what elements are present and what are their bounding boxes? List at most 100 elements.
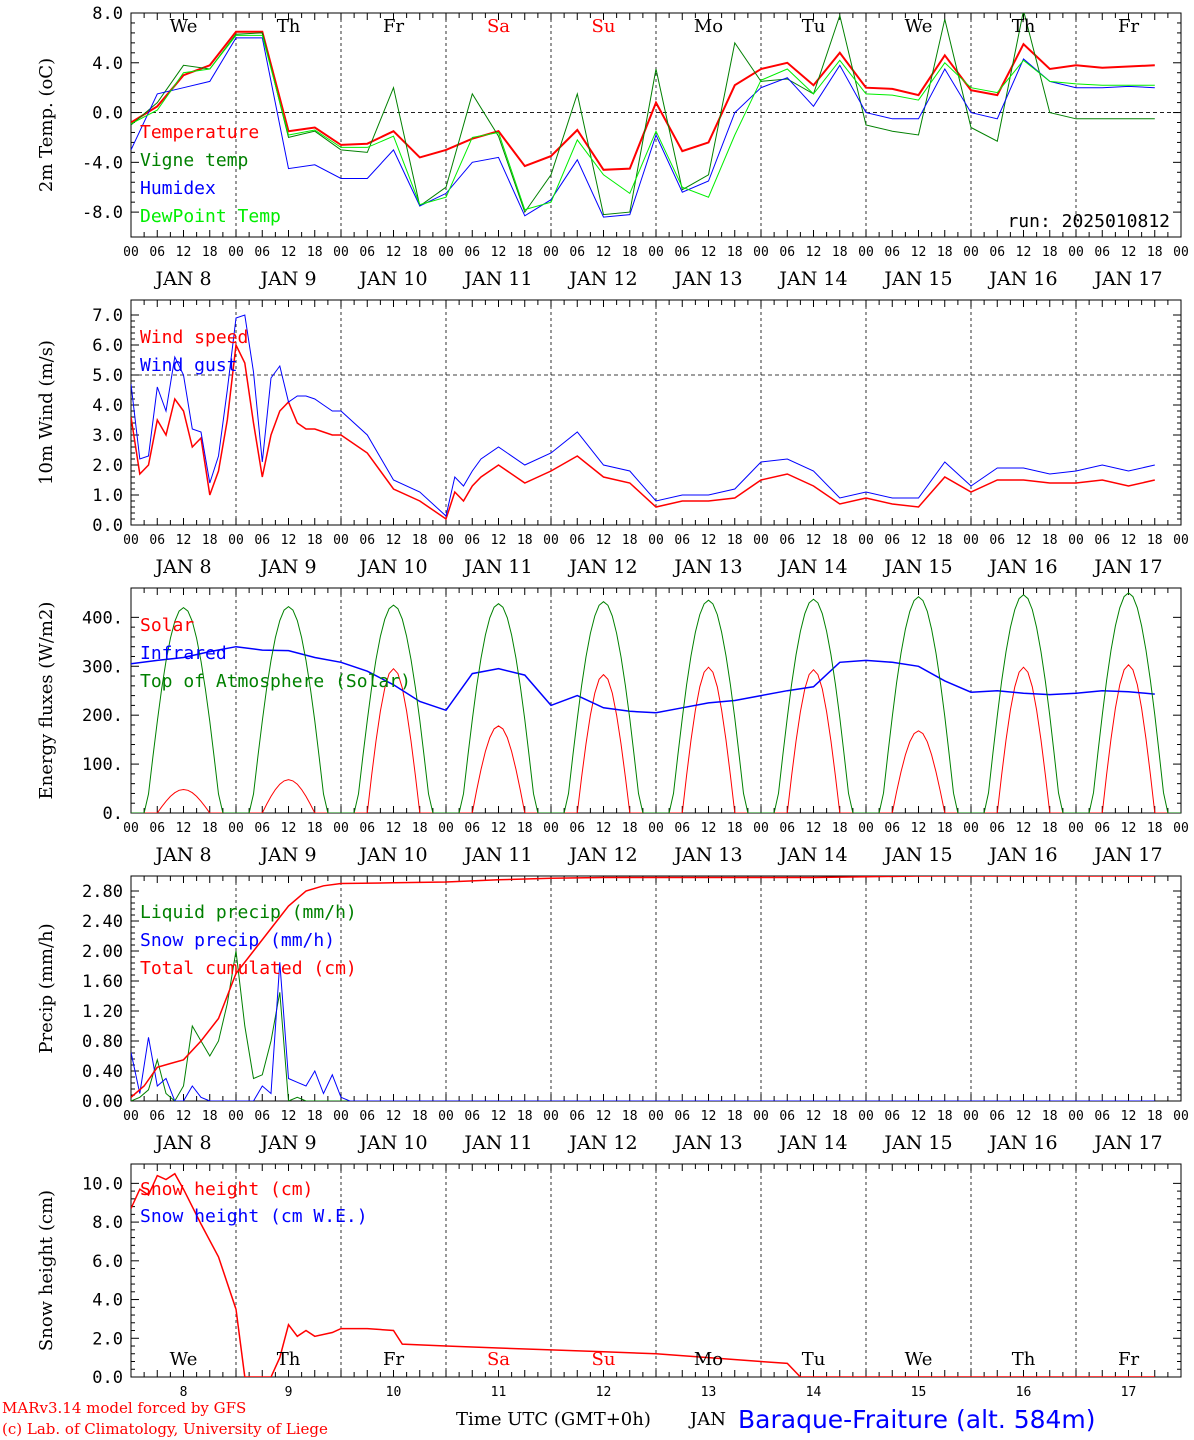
hour-tick-label: 00 — [123, 1109, 139, 1124]
weekday-label: Fr — [383, 16, 404, 37]
hour-tick-label: 18 — [832, 245, 848, 260]
weekday-label: Th — [1012, 1349, 1036, 1370]
hour-tick-label: 12 — [596, 1109, 612, 1124]
hour-tick-label: 12 — [281, 821, 297, 836]
weekday-label: We — [170, 1349, 198, 1370]
hour-tick-label: 00 — [543, 245, 559, 260]
date-label: JAN 9 — [258, 844, 316, 866]
y-tick-label: 0. — [103, 804, 123, 824]
hour-tick-label: 00 — [1173, 821, 1189, 836]
legend-entry: Wind gust — [140, 355, 238, 376]
y-tick-label: 100. — [82, 755, 123, 775]
hour-tick-label: 18 — [202, 533, 218, 548]
hour-tick-label: 12 — [806, 1109, 822, 1124]
hour-tick-label: 12 — [911, 1109, 927, 1124]
weekday-label: Th — [1012, 16, 1036, 37]
hour-tick-label: 06 — [359, 533, 375, 548]
hour-tick-label: 12 — [806, 533, 822, 548]
hour-tick-label: 18 — [412, 245, 428, 260]
hour-tick-label: 06 — [149, 245, 165, 260]
hour-tick-label: 18 — [937, 245, 953, 260]
hour-tick-label: 12 — [491, 245, 507, 260]
hour-tick-label: 00 — [1068, 245, 1084, 260]
hour-tick-label: 06 — [779, 821, 795, 836]
hour-tick-label: 12 — [1016, 1109, 1032, 1124]
hour-tick-label: 00 — [753, 1109, 769, 1124]
y-tick-label: 6.0 — [92, 1252, 123, 1272]
series-humidex — [131, 37, 1155, 218]
series-temperature — [131, 30, 1155, 171]
date-label: JAN 14 — [777, 1132, 847, 1154]
date-label: JAN 13 — [672, 1132, 742, 1154]
hour-tick-label: 18 — [412, 533, 428, 548]
y-axis-label: 10m Wind (m/s) — [36, 340, 57, 485]
day-number-label: 12 — [596, 1385, 612, 1400]
y-tick-label: 1.20 — [82, 1002, 123, 1022]
hour-tick-label: 12 — [1121, 245, 1137, 260]
date-label: JAN 16 — [987, 556, 1057, 578]
date-label: JAN 14 — [777, 844, 847, 866]
hour-tick-label: 00 — [333, 1109, 349, 1124]
hour-tick-label: 12 — [176, 245, 192, 260]
date-label: JAN 12 — [567, 1132, 637, 1154]
hour-tick-label: 00 — [753, 245, 769, 260]
chart-panel-5: 0.0 2.0 4.0 6.0 8.0 10.0 Snow height (cm) Snow … — [36, 1163, 1182, 1400]
hour-tick-label: 12 — [386, 245, 402, 260]
hour-tick-label: 18 — [727, 1109, 743, 1124]
hour-tick-label: 18 — [832, 533, 848, 548]
hour-tick-label: 00 — [543, 1109, 559, 1124]
y-tick-label: 10.0 — [82, 1174, 123, 1194]
hour-tick-label: 06 — [359, 1109, 375, 1124]
chart-panel-3: 0. 100. 200. 300. 400. Energy fluxes (W/m2) So… — [36, 587, 1189, 866]
hour-tick-label: 12 — [386, 821, 402, 836]
y-tick-label: 0.40 — [82, 1062, 123, 1082]
y-axis-label: 2m Temp. (oC) — [36, 58, 57, 192]
legend-entry: Snow height (cm W.E.) — [140, 1206, 368, 1227]
y-tick-label: 3.0 — [92, 426, 123, 446]
hour-tick-label: 00 — [858, 245, 874, 260]
y-tick-label: -8.0 — [82, 203, 123, 223]
y-tick-label: 0.00 — [82, 1092, 123, 1112]
hour-tick-label: 06 — [254, 245, 270, 260]
hour-tick-label: 06 — [674, 821, 690, 836]
y-tick-label: 2.40 — [82, 912, 123, 932]
series-wind-gust — [131, 314, 1155, 517]
hour-tick-label: 18 — [1042, 821, 1058, 836]
hour-tick-label: 06 — [674, 245, 690, 260]
legend-entry: Liquid precip (mm/h) — [140, 902, 357, 923]
date-label: JAN 15 — [882, 268, 952, 290]
weekday-label: Tu — [802, 16, 826, 37]
hour-tick-label: 12 — [596, 245, 612, 260]
hour-tick-label: 18 — [1147, 533, 1163, 548]
hour-tick-label: 00 — [1068, 533, 1084, 548]
day-number-label: 17 — [1121, 1385, 1137, 1400]
day-number-label: 15 — [911, 1385, 927, 1400]
hour-tick-label: 06 — [1094, 245, 1110, 260]
y-axis-label: Precip (mm/h) — [36, 923, 57, 1053]
date-label: JAN 16 — [987, 268, 1057, 290]
hour-tick-label: 12 — [1016, 533, 1032, 548]
hour-tick-label: 06 — [1094, 1109, 1110, 1124]
plot-frame — [130, 12, 1182, 238]
y-tick-label: 4.0 — [92, 396, 123, 416]
hour-tick-label: 00 — [963, 1109, 979, 1124]
y-tick-label: 1.0 — [92, 486, 123, 506]
hour-tick-label: 12 — [806, 245, 822, 260]
hour-tick-label: 12 — [491, 1109, 507, 1124]
hour-tick-label: 00 — [753, 533, 769, 548]
date-label: JAN 9 — [258, 268, 316, 290]
hour-tick-label: 00 — [438, 533, 454, 548]
date-label: JAN 13 — [672, 556, 742, 578]
legend-entry: Vigne temp — [140, 150, 248, 171]
series-solar — [131, 664, 1181, 813]
date-label: JAN 15 — [882, 556, 952, 578]
hour-tick-label: 00 — [648, 821, 664, 836]
hour-tick-label: 00 — [333, 245, 349, 260]
hour-tick-label: 06 — [254, 821, 270, 836]
series-total-cumulated-cm- — [131, 876, 1155, 1098]
date-label: JAN 11 — [462, 1132, 532, 1154]
hour-tick-label: 00 — [963, 245, 979, 260]
chart-panel-2: 0.0 1.0 2.0 3.0 4.0 5.0 6.0 7.0 10m Wind (m/s) Wi… — [36, 299, 1189, 578]
date-label: JAN 17 — [1092, 268, 1162, 290]
hour-tick-label: 18 — [937, 533, 953, 548]
